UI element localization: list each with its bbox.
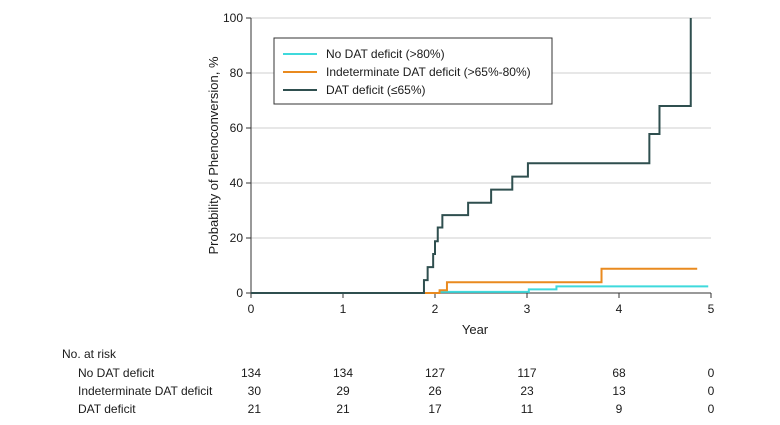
- risk-cell: 127: [425, 366, 445, 380]
- legend-box: [273, 37, 553, 105]
- series-line-1: [251, 267, 698, 294]
- risk-cell: 0: [708, 402, 715, 416]
- x-tick-label: 0: [248, 302, 255, 316]
- legend-label-1: Indeterminate DAT deficit (>65%-80%): [326, 65, 531, 79]
- series-group: [251, 18, 709, 294]
- x-tick-label: 2: [432, 302, 439, 316]
- risk-cell: 134: [333, 366, 353, 380]
- x-tick-label: 3: [524, 302, 531, 316]
- axes: 0 20 40 60 80 100 0 1 2 3 4 5: [223, 11, 715, 316]
- legend: No DAT deficit (>80%) Indeterminate DAT d…: [273, 37, 553, 105]
- y-tick-label: 100: [223, 11, 243, 25]
- risk-cell: 21: [336, 402, 350, 416]
- risk-cell: 29: [336, 384, 350, 398]
- risk-table: No. at risk No DAT deficit 134 134 127 117 68 0…: [62, 347, 715, 416]
- risk-cell: 11: [521, 402, 534, 416]
- risk-table-title: No. at risk: [62, 347, 117, 361]
- risk-row-label: No DAT deficit: [78, 366, 155, 380]
- risk-cell: 68: [612, 366, 626, 380]
- legend-label-2: DAT deficit (≤65%): [326, 83, 426, 97]
- risk-cell: 13: [612, 384, 626, 398]
- x-tick-label: 1: [340, 302, 347, 316]
- risk-cell: 23: [520, 384, 534, 398]
- risk-cell: 134: [241, 366, 261, 380]
- y-tick-label: 40: [230, 176, 244, 190]
- risk-row-label: Indeterminate DAT deficit: [78, 384, 213, 398]
- series-line-2: [251, 18, 692, 294]
- risk-cell: 30: [248, 384, 262, 398]
- axis-labels: Year Probability of Phenoconversion, %: [206, 56, 489, 337]
- y-tick-label: 80: [230, 66, 244, 80]
- risk-cell: 21: [248, 402, 262, 416]
- x-tick-label: 4: [616, 302, 623, 316]
- risk-row-label: DAT deficit: [78, 402, 136, 416]
- risk-cell: 9: [616, 402, 623, 416]
- risk-cell: 0: [708, 384, 715, 398]
- risk-cell: 26: [428, 384, 442, 398]
- risk-cell: 117: [517, 366, 536, 380]
- x-axis-title: Year: [462, 322, 489, 337]
- y-tick-label: 0: [236, 286, 243, 300]
- risk-cell: 17: [428, 402, 442, 416]
- y-tick-label: 20: [230, 231, 244, 245]
- y-axis-title: Probability of Phenoconversion, %: [206, 56, 221, 254]
- risk-cell: 0: [708, 366, 715, 380]
- y-tick-label: 60: [230, 121, 244, 135]
- x-tick-label: 5: [708, 302, 715, 316]
- legend-label-0: No DAT deficit (>80%): [326, 47, 445, 61]
